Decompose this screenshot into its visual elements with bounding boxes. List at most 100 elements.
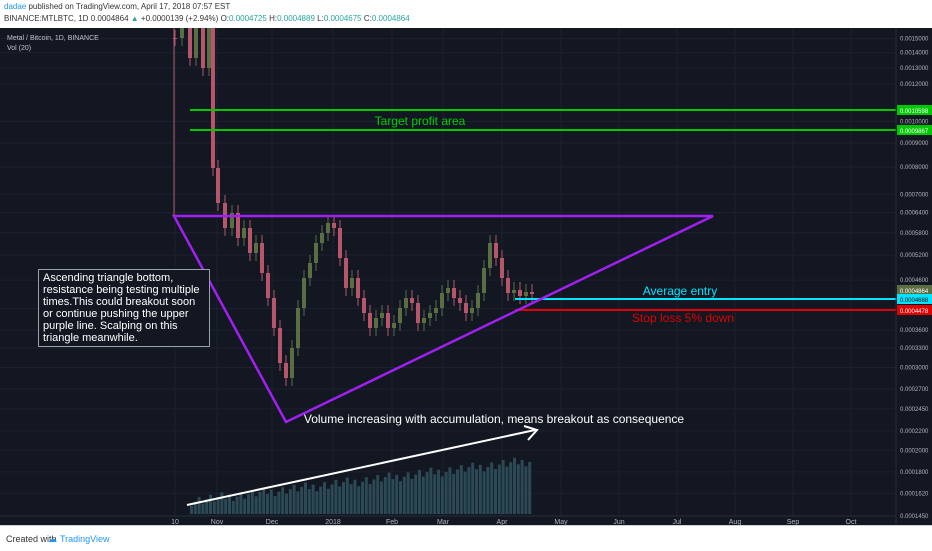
- tradingview-brand[interactable]: TradingView: [60, 534, 110, 544]
- candle-body-19: [290, 348, 294, 378]
- candle-body-2: [188, 28, 192, 58]
- candle-body-5: [207, 28, 211, 68]
- candle-body-32: [368, 313, 372, 328]
- footer: Created with ☁ TradingView: [0, 525, 932, 551]
- volume-bar-7: [216, 496, 220, 514]
- author-link[interactable]: dadae: [4, 2, 27, 11]
- candle-body-3: [194, 28, 198, 58]
- price-tick-3: 0.0012000: [900, 82, 929, 88]
- candle-body-0: [173, 38, 177, 39]
- volume-bar-60: [418, 470, 421, 514]
- candle-body-34: [380, 313, 384, 318]
- volume-bar-17: [254, 496, 258, 514]
- price-tick-11: 0.0004600: [900, 278, 929, 284]
- volume-bar-71: [459, 465, 463, 514]
- price-tick-4: 0.0010000: [900, 119, 929, 125]
- price-tick-18: 0.0002200: [900, 429, 929, 435]
- volume-bar-3: [201, 503, 205, 514]
- candle-body-55: [506, 278, 510, 293]
- price-tick-9: 0.0005800: [900, 231, 929, 237]
- time-tick-4: Feb: [386, 519, 398, 525]
- volume-bar-81: [497, 464, 501, 514]
- volume-bar-57: [406, 472, 410, 514]
- last-price: 0.0004864: [90, 14, 129, 23]
- candle-body-4: [201, 28, 205, 68]
- ohlc-line: BINANCE:MTLBTC, 1D 0.0004864 ▲ +0.000013…: [4, 14, 410, 23]
- published-text: published on TradingView.com, April 17, …: [28, 2, 231, 11]
- volume-bar-83: [505, 466, 509, 514]
- candle-body-48: [464, 303, 468, 313]
- volume-bar-27: [292, 484, 296, 514]
- target-upper-tag: [897, 105, 932, 115]
- candle-body-22: [308, 263, 312, 278]
- price-tick-14: 0.0003300: [900, 346, 929, 352]
- volume-bar-21: [269, 489, 273, 514]
- volume-bar-38: [334, 479, 338, 514]
- time-tick-3: 2018: [325, 519, 341, 525]
- stop-loss-label: Stop loss 5% down: [632, 311, 734, 325]
- candle-body-42: [428, 313, 432, 318]
- time-tick-12: Oct: [846, 519, 857, 525]
- candle-body-54: [500, 258, 504, 278]
- volume-bar-42: [349, 484, 353, 514]
- time-tick-5: Mar: [437, 519, 450, 525]
- volume-bar-22: [273, 496, 277, 514]
- triangle-note-box[interactable]: Ascending triangle bottom, resistance be…: [38, 269, 210, 347]
- volume-bar-25: [285, 493, 288, 514]
- volume-bar-19: [262, 487, 266, 514]
- price-tick-7: 0.0007000: [900, 192, 929, 198]
- candle-body-9: [230, 213, 234, 228]
- high-label: H:: [269, 14, 278, 23]
- candle-body-39: [410, 298, 414, 303]
- volume-bar-55: [399, 481, 402, 514]
- candle-body-23: [314, 243, 318, 263]
- time-ticks[interactable]: 10 Nov Dec 2018 Feb Mar Apr May Jun Jul Aug Sep Oct: [171, 519, 856, 525]
- chart-canvas[interactable]: Target profit area Average entry Stop lo…: [0, 28, 932, 525]
- candle-body-10: [236, 213, 240, 238]
- candle-body-12: [248, 228, 252, 253]
- price-tick-13: 0.0003600: [900, 328, 929, 334]
- volume-bar-12: [235, 496, 239, 514]
- volume-bar-31: [307, 489, 311, 514]
- volume-trend-arrow[interactable]: [186, 429, 536, 506]
- candle-body-56: [512, 290, 516, 293]
- volume-bar-53: [391, 479, 395, 514]
- candle-body-26: [332, 223, 336, 228]
- volume-bar-80: [494, 469, 497, 514]
- volume-bar-87: [520, 459, 524, 514]
- volume-bar-4: [205, 499, 209, 514]
- volume-bar-89: [528, 461, 532, 514]
- volume-bar-39: [338, 486, 342, 514]
- volume-bar-61: [421, 476, 425, 514]
- time-tick-11: Sep: [787, 519, 800, 525]
- volume-bar-45: [361, 481, 364, 514]
- time-tick-0: 10: [171, 519, 179, 525]
- publish-line: dadae published on TradingView.com, Apri…: [4, 2, 230, 11]
- high-value: 0.0004889: [277, 14, 315, 23]
- volume-bar-11: [231, 501, 235, 514]
- candle-body-47: [458, 298, 462, 303]
- price-tick-8: 0.0006400: [900, 211, 929, 217]
- volume-bar-20: [266, 494, 269, 514]
- price-tick-10: 0.0005200: [900, 253, 929, 259]
- volume-bar-69: [452, 473, 456, 514]
- price-tick-17: 0.0002450: [900, 407, 929, 413]
- volume-bar-1: [193, 501, 197, 514]
- volume-bar-73: [467, 467, 471, 514]
- price-tick-2: 0.0013000: [900, 66, 929, 72]
- volume-bar-63: [429, 467, 433, 514]
- legend-symbol: Metal / Bitcoin, 1D, BINANCE: [7, 35, 99, 42]
- candle-body-31: [362, 298, 366, 313]
- triangle-drawing[interactable]: [171, 214, 714, 424]
- candle-body-46: [452, 288, 456, 298]
- volume-bar-59: [414, 474, 418, 514]
- volume-bar-51: [383, 477, 387, 514]
- volume-bar-5: [209, 494, 212, 514]
- volume-bar-34: [319, 486, 323, 514]
- volume-bar-77: [482, 471, 486, 514]
- candle-body-7: [216, 168, 220, 203]
- open-label: O:: [220, 14, 230, 23]
- entry-price-tag: [897, 294, 932, 304]
- candle-body-30: [356, 278, 360, 298]
- arrow-head-icon: [523, 425, 539, 441]
